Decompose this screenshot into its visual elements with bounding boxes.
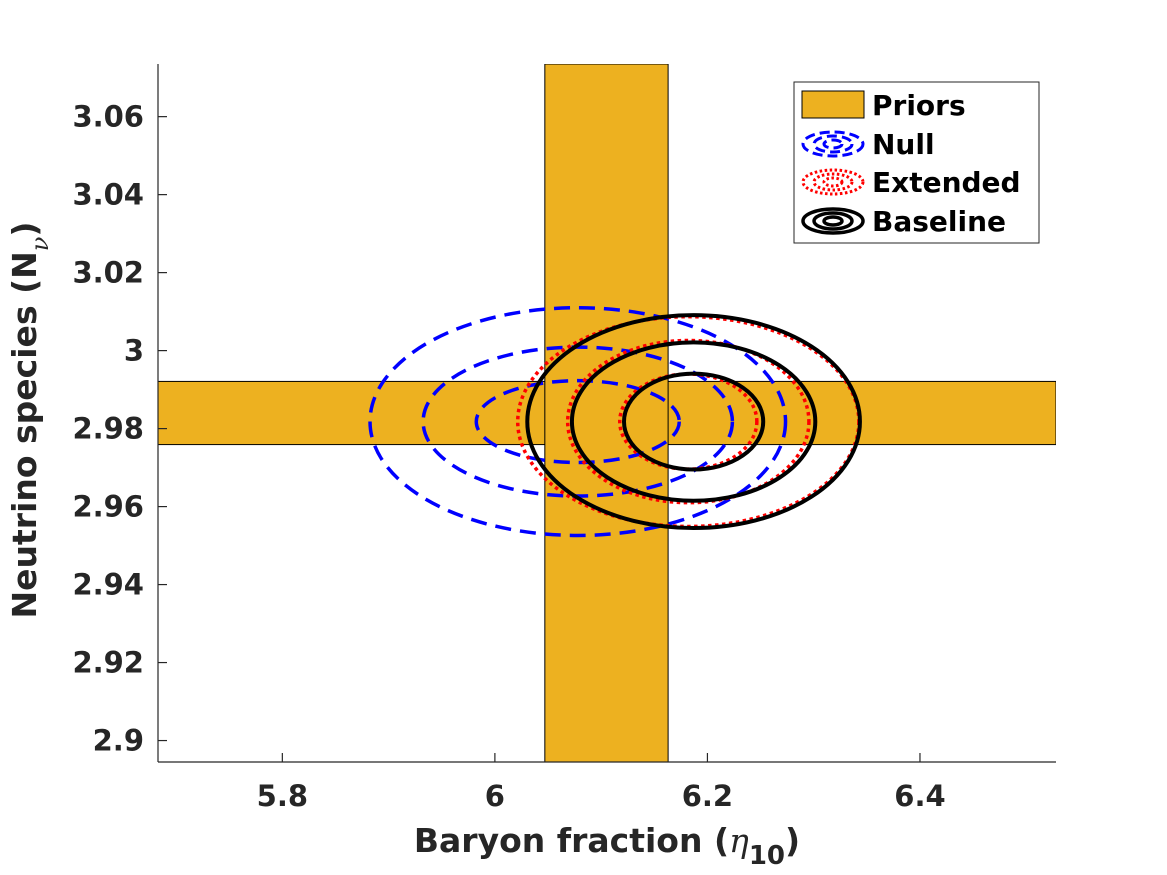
legend-item-baseline: Baseline [801, 205, 1006, 238]
y-tick-label: 3 [124, 334, 144, 368]
legend-swatch-extended [801, 168, 865, 196]
y-tick-label: 2.9 [93, 724, 144, 758]
legend: Priors Null Extended Baseline [793, 81, 1040, 244]
y-axis-label: Neutrino species (Nν) [5, 222, 54, 619]
legend-item-null: Null [801, 128, 935, 161]
legend-label-null: Null [872, 128, 935, 161]
series-baseline [525, 313, 862, 531]
y-tick-label: 2.94 [72, 568, 144, 602]
baseline-contour-3 [525, 313, 862, 531]
null-contour-3 [368, 305, 788, 538]
legend-swatch-null [801, 130, 865, 158]
legend-swatch-priors [801, 90, 865, 119]
x-axis-label: Baryon fraction (η10) [414, 821, 800, 871]
x-tick-label: 5.8 [257, 779, 308, 813]
y-tick-label: 3.02 [72, 256, 144, 290]
legend-label-baseline: Baseline [872, 205, 1006, 238]
legend-item-priors: Priors [801, 89, 966, 122]
legend-label-extended: Extended [872, 166, 1021, 199]
y-tick-label: 2.92 [72, 646, 144, 680]
y-tick-label: 2.98 [72, 412, 144, 446]
x-tick-label: 6.4 [894, 779, 945, 813]
axes: 5.8 6 6.2 6.4 2.9 2.92 2.94 2.96 2.98 3 3.02 3.04 3.… [72, 64, 1056, 813]
baseline-contour-1 [622, 371, 766, 472]
y-tick-label: 3.04 [72, 178, 144, 212]
extended-contour-2 [565, 338, 811, 505]
legend-swatch-baseline [801, 207, 865, 235]
prior-band-vertical [544, 64, 669, 762]
legend-label-priors: Priors [872, 89, 966, 122]
legend-item-extended: Extended [801, 166, 1021, 199]
baseline-contour-2 [569, 340, 818, 503]
x-tick-label: 6 [485, 779, 505, 813]
y-tick-label: 2.96 [72, 490, 144, 524]
plot-area [158, 64, 1056, 762]
x-tick-label: 6.2 [682, 779, 733, 813]
y-tick-label: 3.06 [72, 100, 144, 134]
null-contour-1 [474, 378, 682, 465]
